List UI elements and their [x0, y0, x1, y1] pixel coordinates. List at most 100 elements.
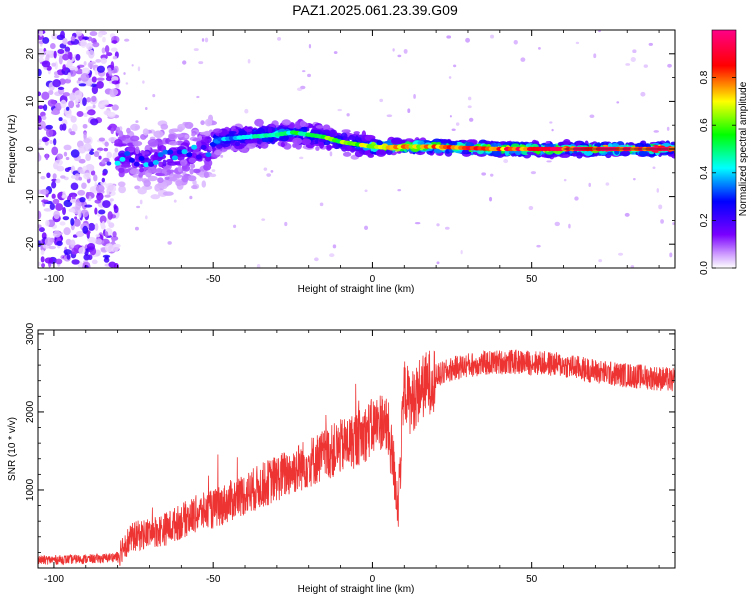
heatmap-cell	[171, 155, 178, 161]
heatmap-cell	[246, 128, 252, 132]
heatmap-cell	[82, 165, 88, 172]
heatmap-cell	[181, 164, 191, 172]
heatmap-cell	[117, 181, 126, 187]
heatmap-cell	[47, 99, 57, 107]
heatmap-cell	[69, 239, 76, 248]
snr-y-tick-label: 1000	[25, 478, 36, 501]
heatmap-cell	[620, 149, 630, 157]
heatmap-cell	[86, 243, 96, 250]
heatmap-cell	[436, 261, 440, 265]
heatmap-cell	[270, 170, 274, 173]
heatmap-cell	[193, 48, 199, 51]
heatmap-cell	[145, 215, 148, 220]
heatmap-cell	[63, 151, 68, 157]
heatmap-cell	[329, 129, 336, 138]
heatmap-cell	[68, 192, 78, 198]
heatmap-cell	[94, 223, 99, 231]
heatmap-cell	[108, 261, 116, 268]
heatmap-cell	[630, 265, 635, 268]
heatmap-cell	[40, 188, 49, 195]
heatmap-cell	[261, 218, 266, 221]
heatmap-cell	[390, 137, 401, 145]
heatmap-cell	[449, 115, 452, 118]
heatmap-cell	[536, 244, 541, 248]
heatmap-cell	[192, 168, 201, 174]
heatmap-cell	[100, 57, 107, 64]
heatmap-cell	[119, 156, 126, 162]
colorbar-gradient	[711, 29, 737, 269]
heatmap-cell	[70, 182, 79, 191]
heatmap-cell	[205, 152, 212, 158]
heatmap-cell	[51, 193, 56, 199]
heatmap-cell	[64, 46, 71, 53]
heatmap-cell	[44, 237, 53, 246]
heatmap-cell	[52, 79, 61, 88]
heatmap-cell	[191, 144, 198, 150]
heatmap-cell	[75, 200, 82, 210]
heatmap-cell	[83, 36, 89, 41]
heatmap-cell	[184, 121, 194, 129]
heatmap-cell	[102, 36, 106, 43]
heatmap-cell	[627, 142, 634, 146]
heatmap-cell	[48, 245, 57, 250]
heatmap-cell	[181, 149, 188, 155]
heatmap-cell	[460, 250, 463, 255]
heatmap-cell	[266, 173, 272, 177]
heatmap-cell	[446, 35, 452, 39]
heatmap-cell	[257, 121, 263, 128]
heatmap-cell	[79, 196, 86, 203]
heatmap-cell	[74, 97, 79, 106]
heatmap-cell	[80, 39, 87, 48]
heatmap-cell	[319, 202, 324, 207]
heatmap-cell	[162, 159, 167, 167]
heatmap-cell	[91, 259, 98, 265]
heatmap-cell	[492, 149, 502, 157]
heatmap-cell	[75, 54, 81, 61]
heatmap-cell	[448, 76, 452, 79]
heatmap-cell	[120, 164, 132, 168]
heatmap-cell	[139, 199, 143, 205]
heatmap-cell	[241, 147, 249, 154]
heatmap-cell	[109, 198, 114, 202]
heatmap-cell	[147, 138, 159, 147]
heatmap-cell	[52, 230, 61, 238]
heatmap-cell	[538, 46, 541, 50]
heatmap-cell	[669, 252, 673, 258]
heatmap-cell	[91, 76, 97, 83]
heatmap-cell	[322, 124, 331, 131]
heatmap-cell	[60, 30, 65, 39]
heatmap-cell	[175, 180, 183, 187]
heatmap-cell	[157, 177, 164, 184]
spectrogram-x-label: Height of straight line (km)	[298, 284, 415, 295]
heatmap-cell	[267, 126, 272, 134]
heatmap-cell	[83, 172, 92, 180]
heatmap-cell	[186, 152, 193, 158]
heatmap-cell	[593, 53, 597, 59]
heatmap-cell	[281, 119, 291, 126]
heatmap-cell	[40, 175, 46, 180]
heatmap-cell	[124, 151, 131, 157]
heatmap-cell	[103, 147, 109, 152]
heatmap-cell	[56, 165, 65, 172]
heatmap-cell	[104, 231, 109, 238]
heatmap-cell	[190, 163, 195, 169]
heatmap-cell	[670, 141, 675, 146]
heatmap-cell	[49, 140, 53, 144]
heatmap-cell	[568, 223, 571, 229]
heatmap-cell	[452, 142, 458, 146]
heatmap-cell	[490, 34, 495, 39]
heatmap-cell	[43, 137, 50, 142]
heatmap-cell	[209, 173, 217, 178]
figure-title: PAZ1.2025.061.23.39.G09	[292, 2, 458, 18]
heatmap-cell	[143, 179, 151, 187]
heatmap-cell	[489, 196, 493, 202]
heatmap-cell	[667, 63, 672, 68]
heatmap-cell	[353, 131, 360, 135]
spectrogram-x-tick-label: -50	[206, 274, 221, 285]
heatmap-cell	[546, 160, 552, 163]
heatmap-cell	[38, 227, 45, 233]
heatmap-cell	[43, 104, 48, 112]
heatmap-cell	[38, 142, 41, 146]
heatmap-cell	[136, 205, 141, 209]
heatmap-cell	[455, 122, 460, 126]
